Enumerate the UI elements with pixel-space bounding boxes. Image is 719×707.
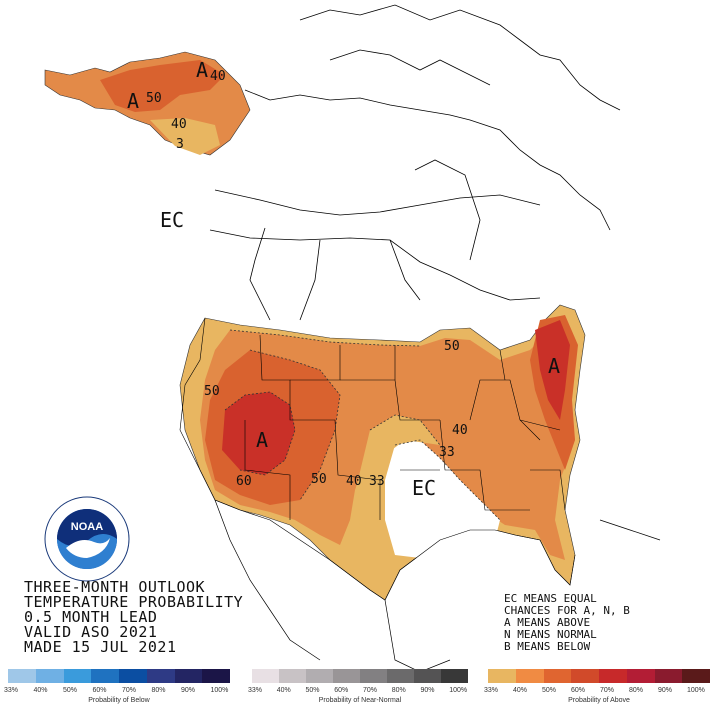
contour-lines [224,329,501,521]
scale-below-tick: 60% [92,687,107,694]
scale-above-bar [488,669,710,683]
scale-near-bar [252,669,468,683]
scale-below-tick: 80% [151,687,166,694]
sw-33-label: 33 [369,474,385,489]
scale-below-tick: 90% [181,687,196,694]
west-60-label: 60 [236,474,252,489]
scale-below-tick: 33% [4,687,19,694]
alaska-above-label: A [127,89,140,113]
legend-note-4: N MEANS NORMAL [504,628,597,641]
scale-above-swatch [543,669,572,683]
legend-note-5: B MEANS BELOW [504,640,591,653]
scale-near-tick: 60% [334,687,349,694]
noaa-logo-text: NOAA [71,521,103,533]
scale-near-swatch [306,669,333,683]
scale-below-swatch [202,669,230,683]
scale-near-swatch [252,669,279,683]
scale-near-swatch [333,669,360,683]
scale-above-tick: 90% [658,687,673,694]
ohio-33-label: 33 [439,445,455,460]
scale-near-ticks: 33% 40% 50% 60% 70% 80% 90% 100% [248,687,478,694]
sw-50-label: 50 [311,472,327,487]
scale-below-swatch [8,669,36,683]
legend-note-3: A MEANS ABOVE [504,616,591,629]
scale-below-tick: 50% [63,687,78,694]
scale-below-caption: Probability of Below [88,697,150,704]
ohio-40-label: 40 [452,423,468,438]
scale-below-swatch [91,669,119,683]
west-above-label: A [256,428,269,452]
scale-above-swatch [654,669,683,683]
scale-above-tick: 70% [600,687,615,694]
scale-above-swatch [515,669,544,683]
scale-below-ticks: 33% 40% 50% 60% 70% 80% 90% 100% [4,687,240,694]
scale-near-tick: 70% [363,687,378,694]
scale-below-swatch [63,669,92,683]
scale-above-swatch [571,669,599,683]
outlook-title-block: THREE-MONTH OUTLOOK TEMPERATURE PROBABIL… [24,580,243,655]
scale-near-swatch [360,669,387,683]
scale-above-ticks: 33% 40% 50% 60% 70% 80% 90% 100% [484,687,716,694]
canada-outline [209,4,621,321]
scale-above-swatch [626,669,655,683]
scale-near-tick: 33% [248,687,263,694]
legend-notes: EC MEANS EQUAL CHANCES FOR A, N, B A MEA… [504,593,630,653]
scale-near-swatch [441,669,468,683]
scale-near-tick: 90% [420,687,435,694]
scale-near-tick: 100% [449,687,468,694]
sw-40-label: 40 [346,474,362,489]
scale-near-tick: 80% [391,687,406,694]
alaska-40-label-top: 40 [210,69,226,84]
scale-below-bar [8,669,230,683]
title-line-2: TEMPERATURE PROBABILITY [24,593,244,611]
scale-above-tick: 80% [629,687,644,694]
west-50-label: 50 [204,384,220,399]
scale-below-swatch [35,669,64,683]
greatlakes-50-label: 50 [444,339,460,354]
scale-above-swatch [682,669,710,683]
legend-note-1: EC MEANS EQUAL [504,592,597,605]
scale-below-swatch [119,669,147,683]
alaska-33-label: 3 [176,137,184,152]
scale-above-tick: 40% [513,687,528,694]
scale-below-swatch [146,669,175,683]
conus-region [179,304,586,601]
scale-near-swatch [414,669,441,683]
noaa-logo: NOAA [44,496,130,582]
northeast-above-label: A [548,354,561,378]
scale-above-tick: 60% [571,687,586,694]
title-line-4: VALID ASO 2021 [24,623,158,641]
scale-near-swatch [279,669,306,683]
scale-above-tick: 100% [687,687,705,694]
alaska-above-label-2: A [196,58,209,82]
title-line-3: 0.5 MONTH LEAD [24,608,158,626]
scale-above-caption: Probability of Above [568,697,630,704]
scale-above-tick: 33% [484,687,499,694]
legend-note-2: CHANCES FOR A, N, B [504,604,630,617]
scale-above-tick: 50% [542,687,557,694]
scale-near-tick: 50% [305,687,320,694]
scale-below-swatch [174,669,203,683]
scale-below-tick: 40% [33,687,48,694]
canada-ec-label: EC [160,208,185,232]
scale-below-tick: 70% [122,687,137,694]
scale-above-swatch [488,669,516,683]
scale-near-tick: 40% [276,687,291,694]
title-line-5: MADE 15 JUL 2021 [24,638,177,656]
alaska-50-label: 50 [146,91,162,106]
state-outlines [179,317,576,601]
alaska-region [44,51,251,156]
alaska-40-label: 40 [171,117,187,132]
mexico-outline [214,499,661,673]
scale-near-caption: Probability of Near-Normal [318,697,402,704]
scale-near-swatch [387,669,414,683]
scale-above-swatch [599,669,627,683]
south-ec-label: EC [412,476,437,500]
scale-below-tick: 100% [210,687,229,694]
title-line-1: THREE-MONTH OUTLOOK [24,578,206,596]
